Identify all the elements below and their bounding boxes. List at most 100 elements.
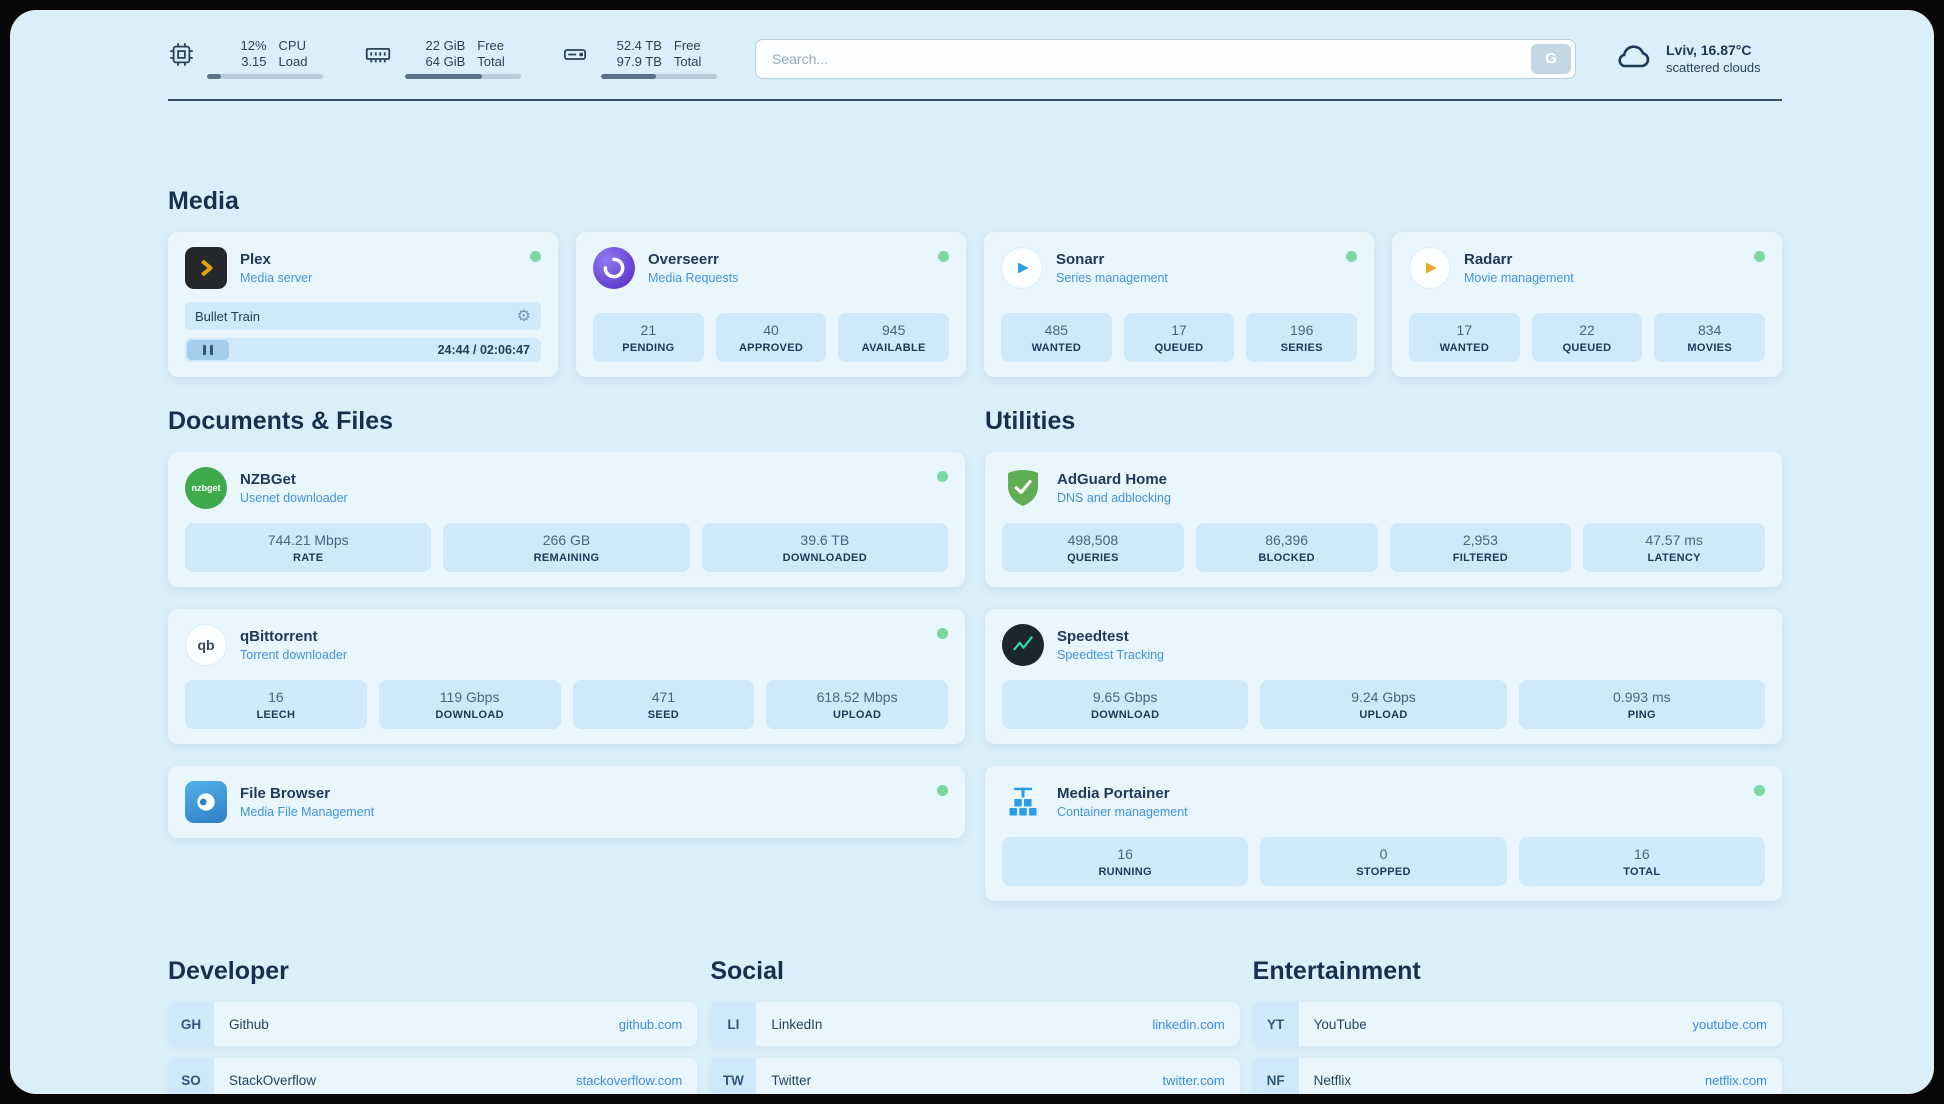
status-online-dot: [938, 251, 949, 262]
cpu-load-label: Load: [278, 54, 308, 69]
storage-total-label: Total: [673, 54, 702, 69]
status-online-dot: [937, 628, 948, 639]
app-subtitle: Media Requests: [648, 271, 739, 285]
stat-running: 16 RUNNING: [1002, 837, 1249, 886]
search-provider-button[interactable]: G: [1531, 43, 1571, 74]
app-subtitle: Speedtest Tracking: [1057, 648, 1165, 662]
app-subtitle: Usenet downloader: [240, 491, 348, 505]
cloud-icon: [1614, 42, 1654, 75]
section-media: Media Plex Media server Bullet: [168, 187, 1782, 377]
stat-series: 196 SERIES: [1246, 313, 1358, 362]
social-section-title: Social: [710, 957, 784, 985]
bookmark-abbr-badge: NF: [1252, 1058, 1299, 1094]
stat-ping: 0.993 ms PING: [1518, 680, 1765, 729]
stat-leech: 16 LEECH: [185, 680, 367, 729]
app-name: NZBGet: [240, 471, 296, 488]
app-name: Speedtest: [1057, 628, 1129, 645]
stat-downloaded: 39.6 TB DOWNLOADED: [701, 523, 948, 572]
cpu-usage-label: CPU: [278, 38, 306, 53]
app-name: Radarr: [1464, 251, 1513, 268]
app-name: Media Portainer: [1057, 785, 1170, 802]
app-name: qBittorrent: [240, 628, 318, 645]
stat-upload: 618.52 Mbps UPLOAD: [766, 680, 948, 729]
header-divider: [168, 99, 1782, 101]
bookmark-name: Github: [229, 1016, 269, 1032]
stat-rate: 744.21 Mbps RATE: [185, 523, 432, 572]
bookmark-url: linkedin.com: [1152, 1016, 1225, 1032]
stat-queued: 22 QUEUED: [1531, 313, 1643, 362]
cpu-usage-value: 12%: [240, 38, 267, 53]
developer-section-title: Developer: [168, 957, 289, 985]
stat-wanted: 485 WANTED: [1001, 313, 1112, 362]
stat-download: 119 Gbps DOWNLOAD: [378, 680, 561, 729]
now-playing-title: Bullet Train: [195, 308, 261, 324]
playback-progress-bar: 24:44 / 02:06:47: [185, 338, 541, 362]
bookmark-name: Netflix: [1313, 1072, 1352, 1088]
top-bar: 12% CPU 3.15 Load 22: [168, 38, 1782, 79]
utilities-section-title: Utilities: [985, 407, 1076, 435]
memory-free-value: 22 GiB: [425, 38, 466, 53]
app-name: File Browser: [240, 785, 331, 802]
bookmark-youtube[interactable]: YT YouTube youtube.com: [1252, 1002, 1782, 1046]
documents-section-title: Documents & Files: [168, 407, 394, 435]
app-card-sonarr[interactable]: Sonarr Series management 485 WANTED 17 QUE…: [984, 232, 1374, 377]
bookmark-group-developer: Developer GH Github github.com SO StackO…: [168, 957, 698, 1094]
speedtest-icon: [1002, 624, 1044, 666]
system-widgets: 12% CPU 3.15 Load 22: [168, 38, 717, 79]
bookmark-stackoverflow[interactable]: SO StackOverflow stackoverflow.com: [168, 1058, 698, 1094]
bookmark-linkedin[interactable]: LI LinkedIn linkedin.com: [710, 1002, 1240, 1046]
stat-total: 16 TOTAL: [1518, 837, 1765, 886]
bookmark-group-entertainment: Entertainment YT YouTube youtube.com NF …: [1252, 957, 1782, 1094]
bookmark-github[interactable]: GH Github github.com: [168, 1002, 698, 1046]
cpu-widget: 12% CPU 3.15 Load: [168, 38, 323, 79]
pause-icon[interactable]: [187, 340, 229, 360]
bookmark-name: Twitter: [771, 1072, 812, 1088]
ram-icon: [363, 41, 393, 68]
app-card-portainer[interactable]: Media Portainer Container management 16 R…: [985, 766, 1782, 901]
bookmark-twitter[interactable]: TW Twitter twitter.com: [710, 1058, 1240, 1094]
app-card-nzbget[interactable]: nzbget NZBGet Usenet downloader 744.21 M…: [168, 452, 965, 587]
weather-location: Lviv, 16.87°C: [1666, 42, 1752, 58]
search-bar: G: [755, 38, 1576, 79]
memory-total-value: 64 GiB: [425, 54, 466, 69]
stat-filtered: 2,953 FILTERED: [1389, 523, 1572, 572]
app-name: Sonarr: [1056, 251, 1105, 268]
media-section-title: Media: [168, 187, 239, 215]
stat-available: 945 AVAILABLE: [838, 313, 950, 362]
app-card-overseerr[interactable]: Overseerr Media Requests 21 PENDING 40 APP…: [576, 232, 966, 377]
adguard-icon: [1002, 467, 1044, 509]
bookmark-abbr-badge: YT: [1252, 1002, 1299, 1046]
app-card-plex[interactable]: Plex Media server Bullet Train ⚙ 24:44 /…: [168, 232, 558, 377]
bookmark-abbr-badge: TW: [710, 1058, 757, 1094]
search-input[interactable]: [755, 38, 1576, 79]
bookmark-group-social: Social LI LinkedIn linkedin.com TW Twitt…: [710, 957, 1240, 1094]
memory-widget: 22 GiB Free 64 GiB Total: [363, 38, 521, 79]
app-card-adguard[interactable]: AdGuard Home DNS and adblocking 498,508 Q…: [985, 452, 1782, 587]
memory-free-label: Free: [477, 38, 504, 53]
stat-movies: 834 MOVIES: [1654, 313, 1766, 362]
bookmark-url: stackoverflow.com: [576, 1072, 683, 1088]
now-playing-bar: Bullet Train ⚙: [185, 302, 541, 330]
app-card-radarr[interactable]: Radarr Movie management 17 WANTED 22 QUEUE…: [1392, 232, 1782, 377]
bookmark-netflix[interactable]: NF Netflix netflix.com: [1252, 1058, 1782, 1094]
weather-condition: scattered clouds: [1666, 60, 1761, 75]
bookmark-abbr-badge: GH: [168, 1002, 214, 1046]
stat-upload: 9.24 Gbps UPLOAD: [1260, 680, 1507, 729]
app-card-qbittorrent[interactable]: qb qBittorrent Torrent downloader 16 LEEC…: [168, 609, 965, 744]
weather-widget: Lviv, 16.87°C scattered clouds: [1614, 42, 1782, 75]
app-card-speedtest[interactable]: Speedtest Speedtest Tracking 9.65 Gbps DO…: [985, 609, 1782, 744]
stat-download: 9.65 Gbps DOWNLOAD: [1002, 680, 1249, 729]
bookmark-url: github.com: [618, 1016, 683, 1032]
qbittorrent-icon: qb: [185, 624, 227, 666]
stat-pending: 21 PENDING: [593, 313, 704, 362]
stat-queries: 498,508 QUERIES: [1002, 523, 1184, 572]
status-online-dot: [937, 471, 948, 482]
overseerr-icon: [593, 247, 635, 289]
app-subtitle: Media File Management: [240, 805, 375, 819]
stat-latency: 47.57 ms LATENCY: [1583, 523, 1765, 572]
section-documents: Documents & Files nzbget NZBGet Usenet d…: [168, 407, 965, 838]
gear-icon[interactable]: ⚙: [516, 308, 531, 325]
cpu-progress-bar: [207, 74, 323, 79]
app-card-filebrowser[interactable]: File Browser Media File Management: [168, 766, 965, 838]
